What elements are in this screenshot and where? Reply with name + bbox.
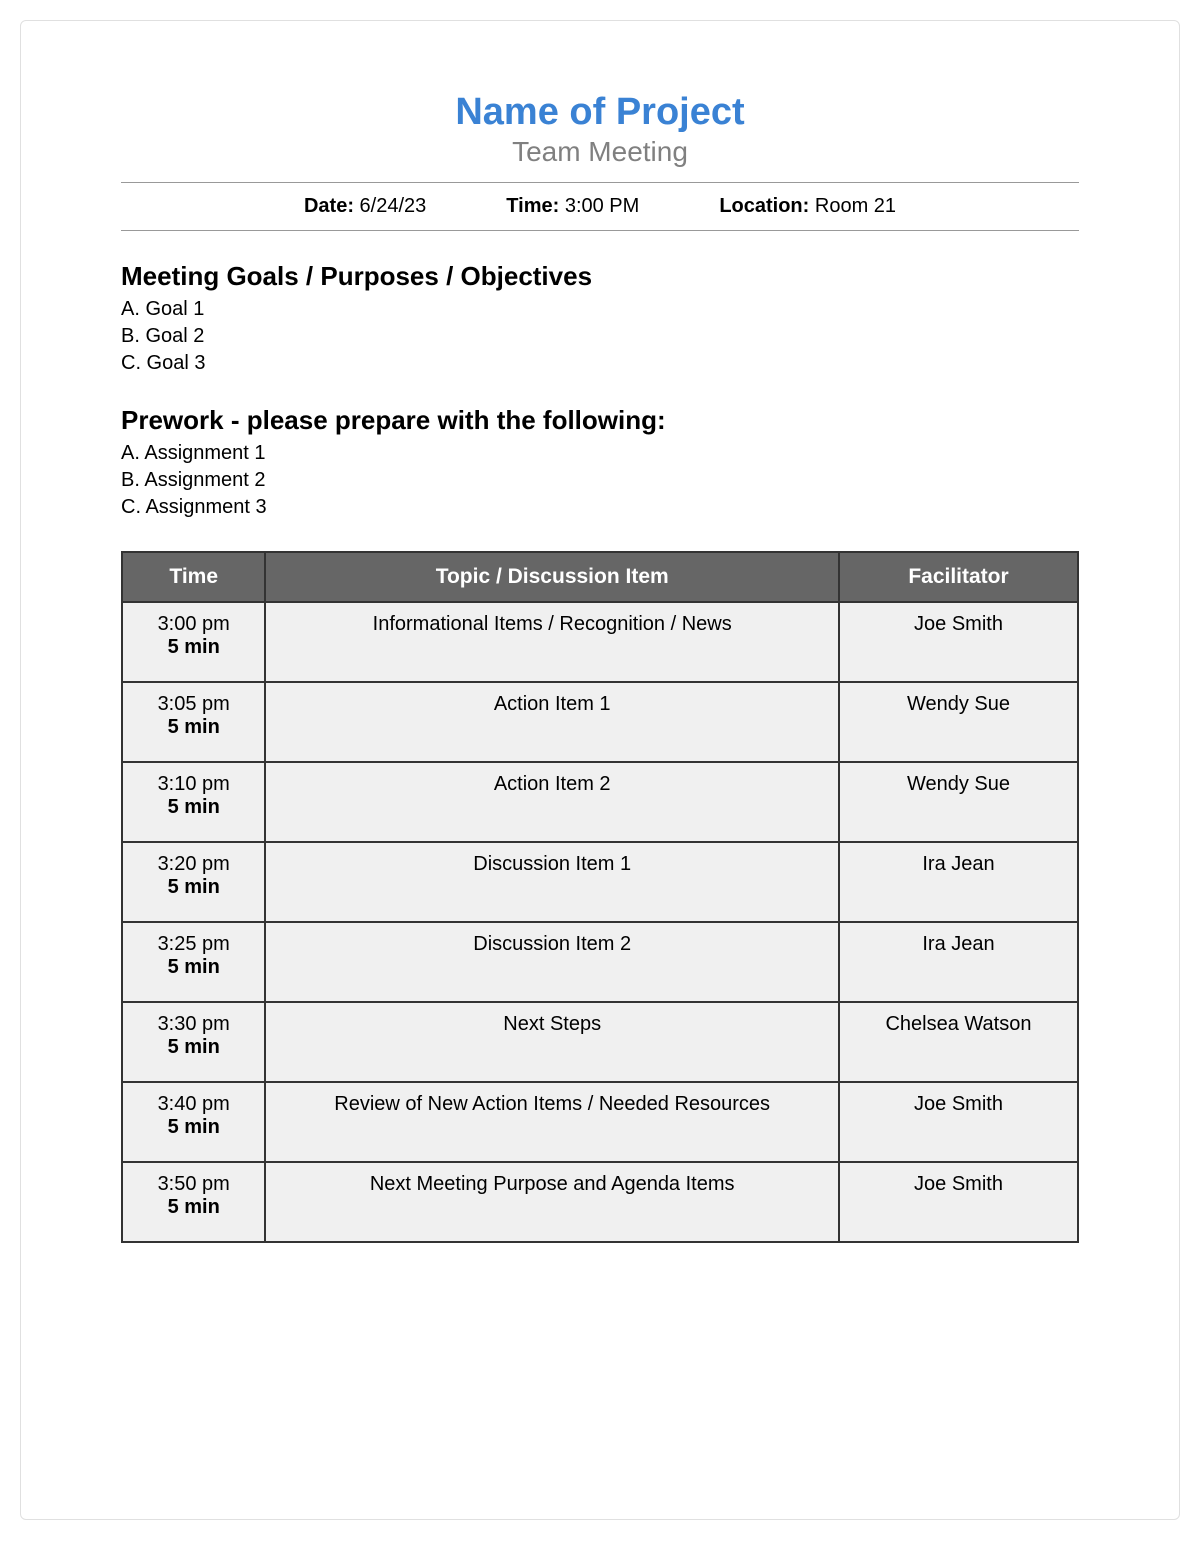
agenda-time-start: 3:50 pm [135, 1173, 252, 1196]
agenda-facilitator-cell: Chelsea Watson [839, 1002, 1078, 1082]
agenda-time-cell: 3:00 pm5 min [122, 602, 265, 682]
goals-item: B. Goal 2 [121, 323, 1079, 350]
agenda-topic-cell: Discussion Item 1 [265, 842, 839, 922]
meta-date-value: 6/24/23 [360, 195, 427, 217]
agenda-facilitator-cell: Joe Smith [839, 602, 1078, 682]
agenda-facilitator-cell: Wendy Sue [839, 682, 1078, 762]
agenda-topic-cell: Action Item 1 [265, 682, 839, 762]
meta-location-label: Location: [719, 195, 809, 217]
agenda-facilitator-cell: Joe Smith [839, 1162, 1078, 1242]
agenda-row: 3:50 pm5 minNext Meeting Purpose and Age… [122, 1162, 1078, 1242]
agenda-time-start: 3:25 pm [135, 933, 252, 956]
prework-item: A. Assignment 1 [121, 440, 1079, 467]
agenda-table: Time Topic / Discussion Item Facilitator… [121, 551, 1079, 1243]
agenda-time-duration: 5 min [135, 1196, 252, 1219]
agenda-topic-cell: Next Steps [265, 1002, 839, 1082]
document-page: Name of Project Team Meeting Date: 6/24/… [20, 20, 1180, 1520]
agenda-time-duration: 5 min [135, 876, 252, 899]
agenda-row: 3:00 pm5 minInformational Items / Recogn… [122, 602, 1078, 682]
prework-section: Prework - please prepare with the follow… [121, 405, 1079, 521]
agenda-topic-cell: Discussion Item 2 [265, 922, 839, 1002]
meta-time: Time: 3:00 PM [506, 195, 639, 218]
agenda-time-duration: 5 min [135, 796, 252, 819]
agenda-row: 3:30 pm5 minNext StepsChelsea Watson [122, 1002, 1078, 1082]
meta-date-label: Date: [304, 195, 354, 217]
agenda-facilitator-cell: Joe Smith [839, 1082, 1078, 1162]
agenda-header-time: Time [122, 552, 265, 602]
meta-time-label: Time: [506, 195, 559, 217]
agenda-topic-cell: Informational Items / Recognition / News [265, 602, 839, 682]
goals-item: C. Goal 3 [121, 350, 1079, 377]
meta-location: Location: Room 21 [719, 195, 896, 218]
agenda-row: 3:05 pm5 minAction Item 1Wendy Sue [122, 682, 1078, 762]
prework-item: C. Assignment 3 [121, 494, 1079, 521]
agenda-time-start: 3:10 pm [135, 773, 252, 796]
agenda-time-cell: 3:05 pm5 min [122, 682, 265, 762]
agenda-time-duration: 5 min [135, 956, 252, 979]
agenda-row: 3:20 pm5 minDiscussion Item 1Ira Jean [122, 842, 1078, 922]
agenda-topic-cell: Review of New Action Items / Needed Reso… [265, 1082, 839, 1162]
goals-item: A. Goal 1 [121, 296, 1079, 323]
agenda-time-duration: 5 min [135, 1036, 252, 1059]
agenda-row: 3:25 pm5 minDiscussion Item 2Ira Jean [122, 922, 1078, 1002]
agenda-time-cell: 3:50 pm5 min [122, 1162, 265, 1242]
agenda-row: 3:40 pm5 minReview of New Action Items /… [122, 1082, 1078, 1162]
agenda-time-duration: 5 min [135, 716, 252, 739]
agenda-time-duration: 5 min [135, 636, 252, 659]
agenda-time-start: 3:20 pm [135, 853, 252, 876]
agenda-time-cell: 3:10 pm5 min [122, 762, 265, 842]
prework-heading: Prework - please prepare with the follow… [121, 405, 1079, 436]
agenda-header-row: Time Topic / Discussion Item Facilitator [122, 552, 1078, 602]
agenda-header-facilitator: Facilitator [839, 552, 1078, 602]
meta-date: Date: 6/24/23 [304, 195, 426, 218]
agenda-facilitator-cell: Ira Jean [839, 842, 1078, 922]
goals-section: Meeting Goals / Purposes / Objectives A.… [121, 261, 1079, 377]
agenda-time-start: 3:30 pm [135, 1013, 252, 1036]
agenda-time-cell: 3:25 pm5 min [122, 922, 265, 1002]
agenda-time-cell: 3:20 pm5 min [122, 842, 265, 922]
agenda-time-start: 3:40 pm [135, 1093, 252, 1116]
document-subtitle: Team Meeting [121, 136, 1079, 168]
agenda-time-start: 3:00 pm [135, 613, 252, 636]
agenda-topic-cell: Next Meeting Purpose and Agenda Items [265, 1162, 839, 1242]
agenda-time-start: 3:05 pm [135, 693, 252, 716]
agenda-time-duration: 5 min [135, 1116, 252, 1139]
agenda-topic-cell: Action Item 2 [265, 762, 839, 842]
meta-location-value: Room 21 [815, 195, 896, 217]
goals-heading: Meeting Goals / Purposes / Objectives [121, 261, 1079, 292]
agenda-row: 3:10 pm5 minAction Item 2Wendy Sue [122, 762, 1078, 842]
project-title: Name of Project [121, 91, 1079, 134]
agenda-facilitator-cell: Wendy Sue [839, 762, 1078, 842]
document-header: Name of Project Team Meeting [121, 91, 1079, 168]
agenda-facilitator-cell: Ira Jean [839, 922, 1078, 1002]
meta-time-value: 3:00 PM [565, 195, 639, 217]
meta-bar: Date: 6/24/23 Time: 3:00 PM Location: Ro… [121, 182, 1079, 231]
agenda-time-cell: 3:30 pm5 min [122, 1002, 265, 1082]
prework-item: B. Assignment 2 [121, 467, 1079, 494]
agenda-time-cell: 3:40 pm5 min [122, 1082, 265, 1162]
agenda-header-topic: Topic / Discussion Item [265, 552, 839, 602]
